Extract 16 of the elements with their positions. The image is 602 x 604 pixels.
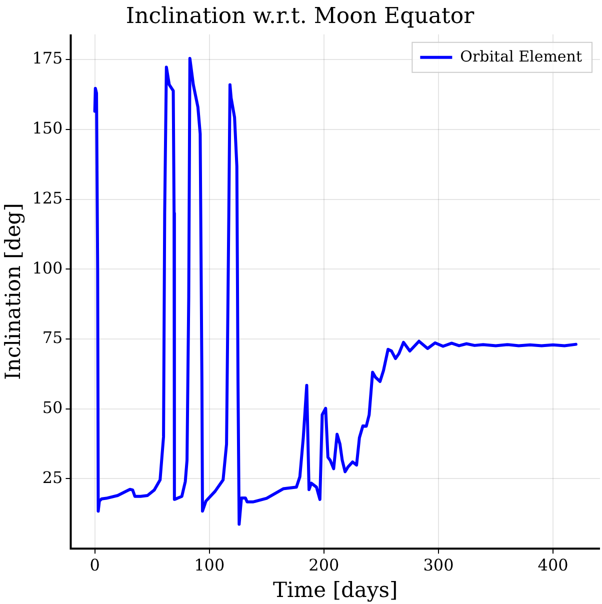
y-tick-label: 175 bbox=[32, 48, 63, 68]
y-tick-label: 150 bbox=[32, 118, 63, 138]
y-tick-label: 100 bbox=[32, 258, 63, 278]
x-tick-label: 300 bbox=[423, 555, 454, 574]
y-axis-title: Inclination [deg] bbox=[1, 203, 26, 380]
chart-title: Inclination w.r.t. Moon Equator bbox=[126, 4, 475, 29]
y-tick-label: 50 bbox=[42, 398, 63, 418]
x-axis-title: Time [days] bbox=[273, 578, 398, 602]
x-tick-label: 200 bbox=[308, 555, 340, 574]
y-tick-label: 75 bbox=[42, 328, 63, 348]
x-tick-label: 400 bbox=[538, 555, 568, 574]
x-tick-label: 0 bbox=[90, 555, 100, 574]
legend-label: Orbital Element bbox=[460, 47, 582, 66]
y-tick-label: 25 bbox=[42, 468, 63, 487]
y-tick-label: 125 bbox=[32, 188, 63, 208]
x-tick-label: 100 bbox=[194, 555, 225, 574]
